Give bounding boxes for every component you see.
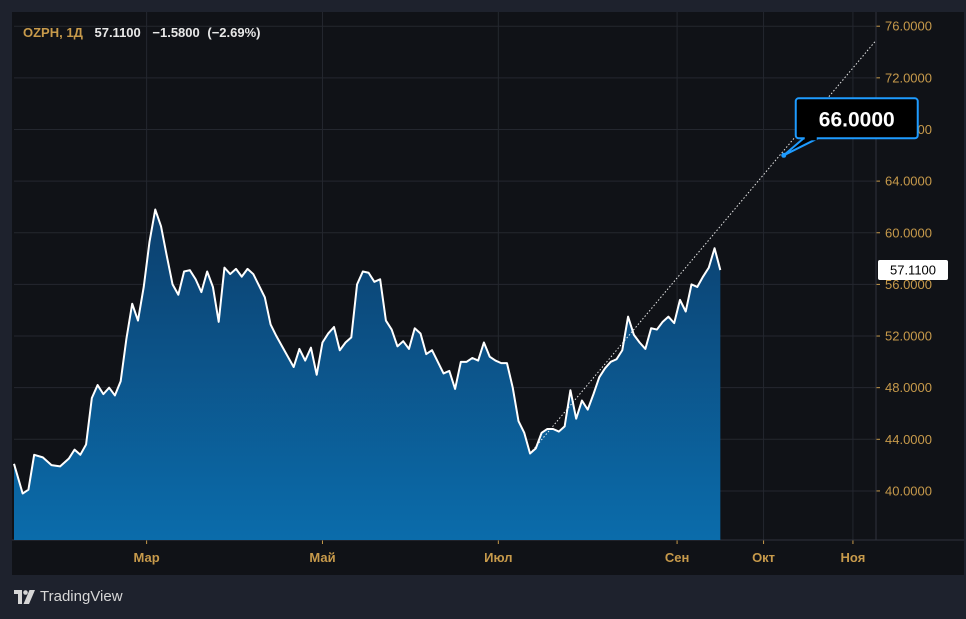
callout-seam: [804, 135, 817, 141]
y-tick-label: 44.0000: [885, 432, 932, 447]
x-tick-label: Май: [309, 550, 335, 565]
x-tick-label: Окт: [752, 550, 775, 565]
price-chart[interactable]: 40.0000 44.0000 48.0000 52.0000 56.0000 60.00…: [12, 12, 964, 575]
y-tick-label: 56.0000: [885, 277, 932, 292]
price-area: [14, 209, 721, 540]
last-price: 57.1100: [94, 25, 141, 40]
y-tick-label: 40.0000: [885, 483, 932, 498]
tradingview-logo-icon: [14, 589, 35, 604]
price-label-box: [878, 260, 948, 281]
y-tick-label: 48.0000: [885, 380, 932, 395]
y-tick-label: 76.0000: [885, 19, 932, 34]
price-change-pct: (−2.69%): [207, 25, 261, 40]
price-label: 57.1100: [890, 263, 936, 278]
x-tick-label: Ноя: [841, 550, 866, 565]
y-tick-label: 64.0000: [885, 174, 932, 189]
price-line: [13, 208, 722, 495]
callout-box: [794, 97, 919, 140]
y-tick-label: 60.0000: [885, 225, 932, 240]
callout-pointer: [782, 137, 819, 157]
callout-text: 66.0000: [819, 108, 895, 131]
axis-corner: [877, 541, 964, 575]
brand-name: TradingView: [40, 588, 123, 605]
tradingview-footer[interactable]: TradingView: [14, 588, 123, 605]
interval-label: 1Д: [66, 25, 83, 40]
y-tick-label: 72.0000: [885, 70, 932, 85]
symbol-name: OZPH: [23, 25, 60, 40]
chart-panel[interactable]: 40.0000 44.0000 48.0000 52.0000 56.0000 60.00…: [12, 12, 964, 575]
x-tick-label: Мар: [134, 550, 160, 565]
price-change: −1.5800: [152, 25, 200, 40]
symbol-legend: OZPH, 1Д 57.1100 −1.5800 (−2.69%): [23, 25, 261, 40]
x-tick-label: Сен: [665, 550, 689, 565]
y-tick-label: 52.0000: [885, 329, 932, 344]
x-tick-label: Июл: [484, 550, 512, 565]
